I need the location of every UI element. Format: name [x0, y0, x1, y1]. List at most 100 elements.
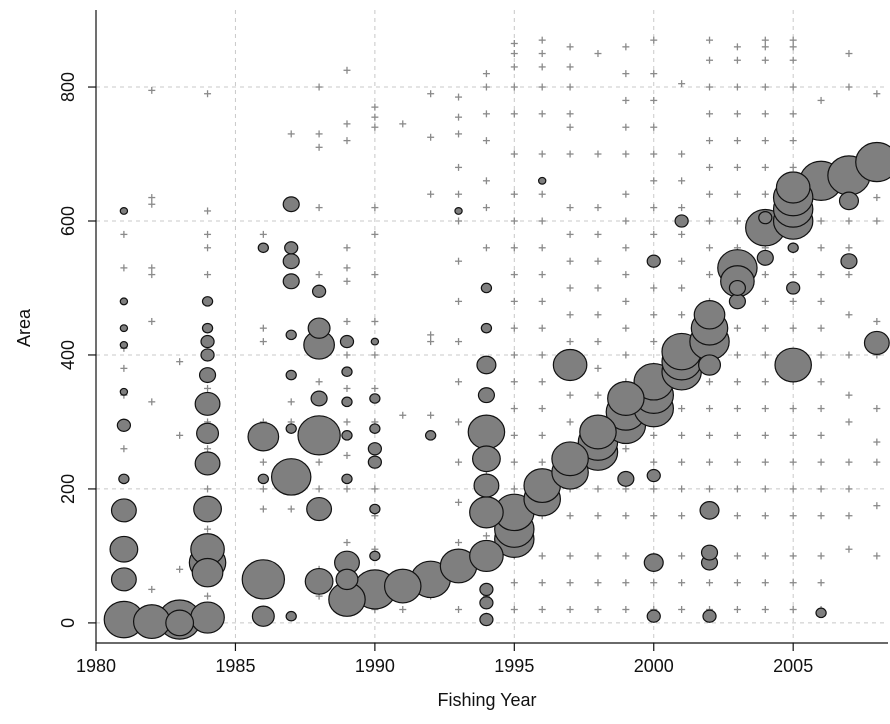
plus-marker [343, 485, 351, 493]
plus-marker [315, 204, 323, 212]
plus-marker [259, 230, 267, 238]
plus-marker [538, 458, 546, 466]
bubble-marker [774, 347, 812, 383]
bubble-marker [193, 495, 222, 523]
plus-marker [176, 358, 184, 366]
plus-marker [817, 297, 825, 305]
plus-marker [455, 418, 463, 426]
bubble-marker [369, 393, 381, 404]
bubble-marker [306, 496, 333, 522]
plus-marker [594, 552, 602, 560]
plus-marker [510, 431, 518, 439]
bubble-marker [479, 612, 494, 627]
x-tick-label: 1985 [215, 656, 255, 676]
bubble-marker [241, 559, 286, 600]
plus-marker [733, 351, 741, 359]
plus-marker [538, 50, 546, 58]
bubble-marker [270, 458, 312, 496]
plus-marker [566, 311, 574, 319]
plus-marker [678, 485, 686, 493]
plus-marker [482, 110, 490, 118]
plus-marker [566, 579, 574, 587]
plus-marker [510, 244, 518, 252]
bubble-marker [646, 254, 661, 268]
bubble-marker [617, 470, 635, 487]
plus-marker [538, 190, 546, 198]
plus-marker [566, 83, 574, 91]
plus-marker [538, 606, 546, 614]
bubble-marker [285, 369, 297, 381]
plus-marker [538, 579, 546, 587]
bubble-marker [855, 141, 890, 183]
plus-marker [761, 324, 769, 332]
bubble-marker [369, 503, 381, 515]
bubble-marker [339, 334, 355, 349]
plus-marker [594, 230, 602, 238]
plus-marker [873, 194, 881, 202]
plus-marker [873, 438, 881, 446]
plus-marker [343, 451, 351, 459]
plus-marker [706, 485, 714, 493]
axes [95, 10, 888, 644]
plus-marker [761, 83, 769, 91]
plus-marker [817, 324, 825, 332]
plus-marker [371, 204, 379, 212]
plus-marker [594, 606, 602, 614]
plus-marker [538, 431, 546, 439]
plus-marker [678, 606, 686, 614]
bubble-marker [838, 191, 860, 211]
plus-marker [789, 606, 797, 614]
bubble-marker [424, 430, 437, 441]
plus-marker [343, 277, 351, 285]
y-axis-title: Area [14, 308, 34, 347]
plus-marker [761, 163, 769, 171]
plus-marker [873, 90, 881, 98]
plus-marker [204, 384, 212, 392]
plus-marker [845, 418, 853, 426]
plus-marker [789, 83, 797, 91]
plus-marker [733, 43, 741, 51]
bubble-marker [257, 242, 269, 254]
plus-marker [817, 431, 825, 439]
plus-marker [761, 110, 769, 118]
plus-marker [315, 83, 323, 91]
plus-marker [789, 297, 797, 305]
bubble-marker [863, 330, 890, 355]
plus-marker [761, 190, 769, 198]
plus-marker [761, 405, 769, 413]
plus-marker [371, 113, 379, 121]
plus-marker [482, 244, 490, 252]
plus-marker [650, 230, 658, 238]
bubble-marker [307, 317, 331, 339]
plus-marker [371, 123, 379, 131]
plus-marker [566, 338, 574, 346]
bubble-marker [383, 568, 422, 604]
plus-marker [845, 244, 853, 252]
plus-marker [455, 130, 463, 138]
bubble-marker [369, 550, 381, 562]
bubble-marker [702, 609, 717, 623]
bubble-marker [471, 445, 501, 473]
plus-marker [510, 485, 518, 493]
plus-marker [622, 579, 630, 587]
plus-marker [733, 512, 741, 520]
plus-marker [650, 458, 658, 466]
bubble-markers [103, 141, 890, 640]
bubble-marker [200, 334, 215, 349]
plus-marker [622, 190, 630, 198]
plus-marker [455, 539, 463, 547]
plus-marker [371, 230, 379, 238]
plus-marker [733, 137, 741, 145]
plus-marker [594, 579, 602, 587]
plus-marker [455, 190, 463, 198]
x-tick-label: 1990 [355, 656, 395, 676]
y-tick-label: 0 [58, 618, 78, 628]
plus-marker [343, 418, 351, 426]
plus-marker [510, 217, 518, 225]
plus-marker [566, 606, 574, 614]
bubble-marker [297, 415, 341, 456]
plus-marker [399, 120, 407, 128]
plus-marker [817, 351, 825, 359]
